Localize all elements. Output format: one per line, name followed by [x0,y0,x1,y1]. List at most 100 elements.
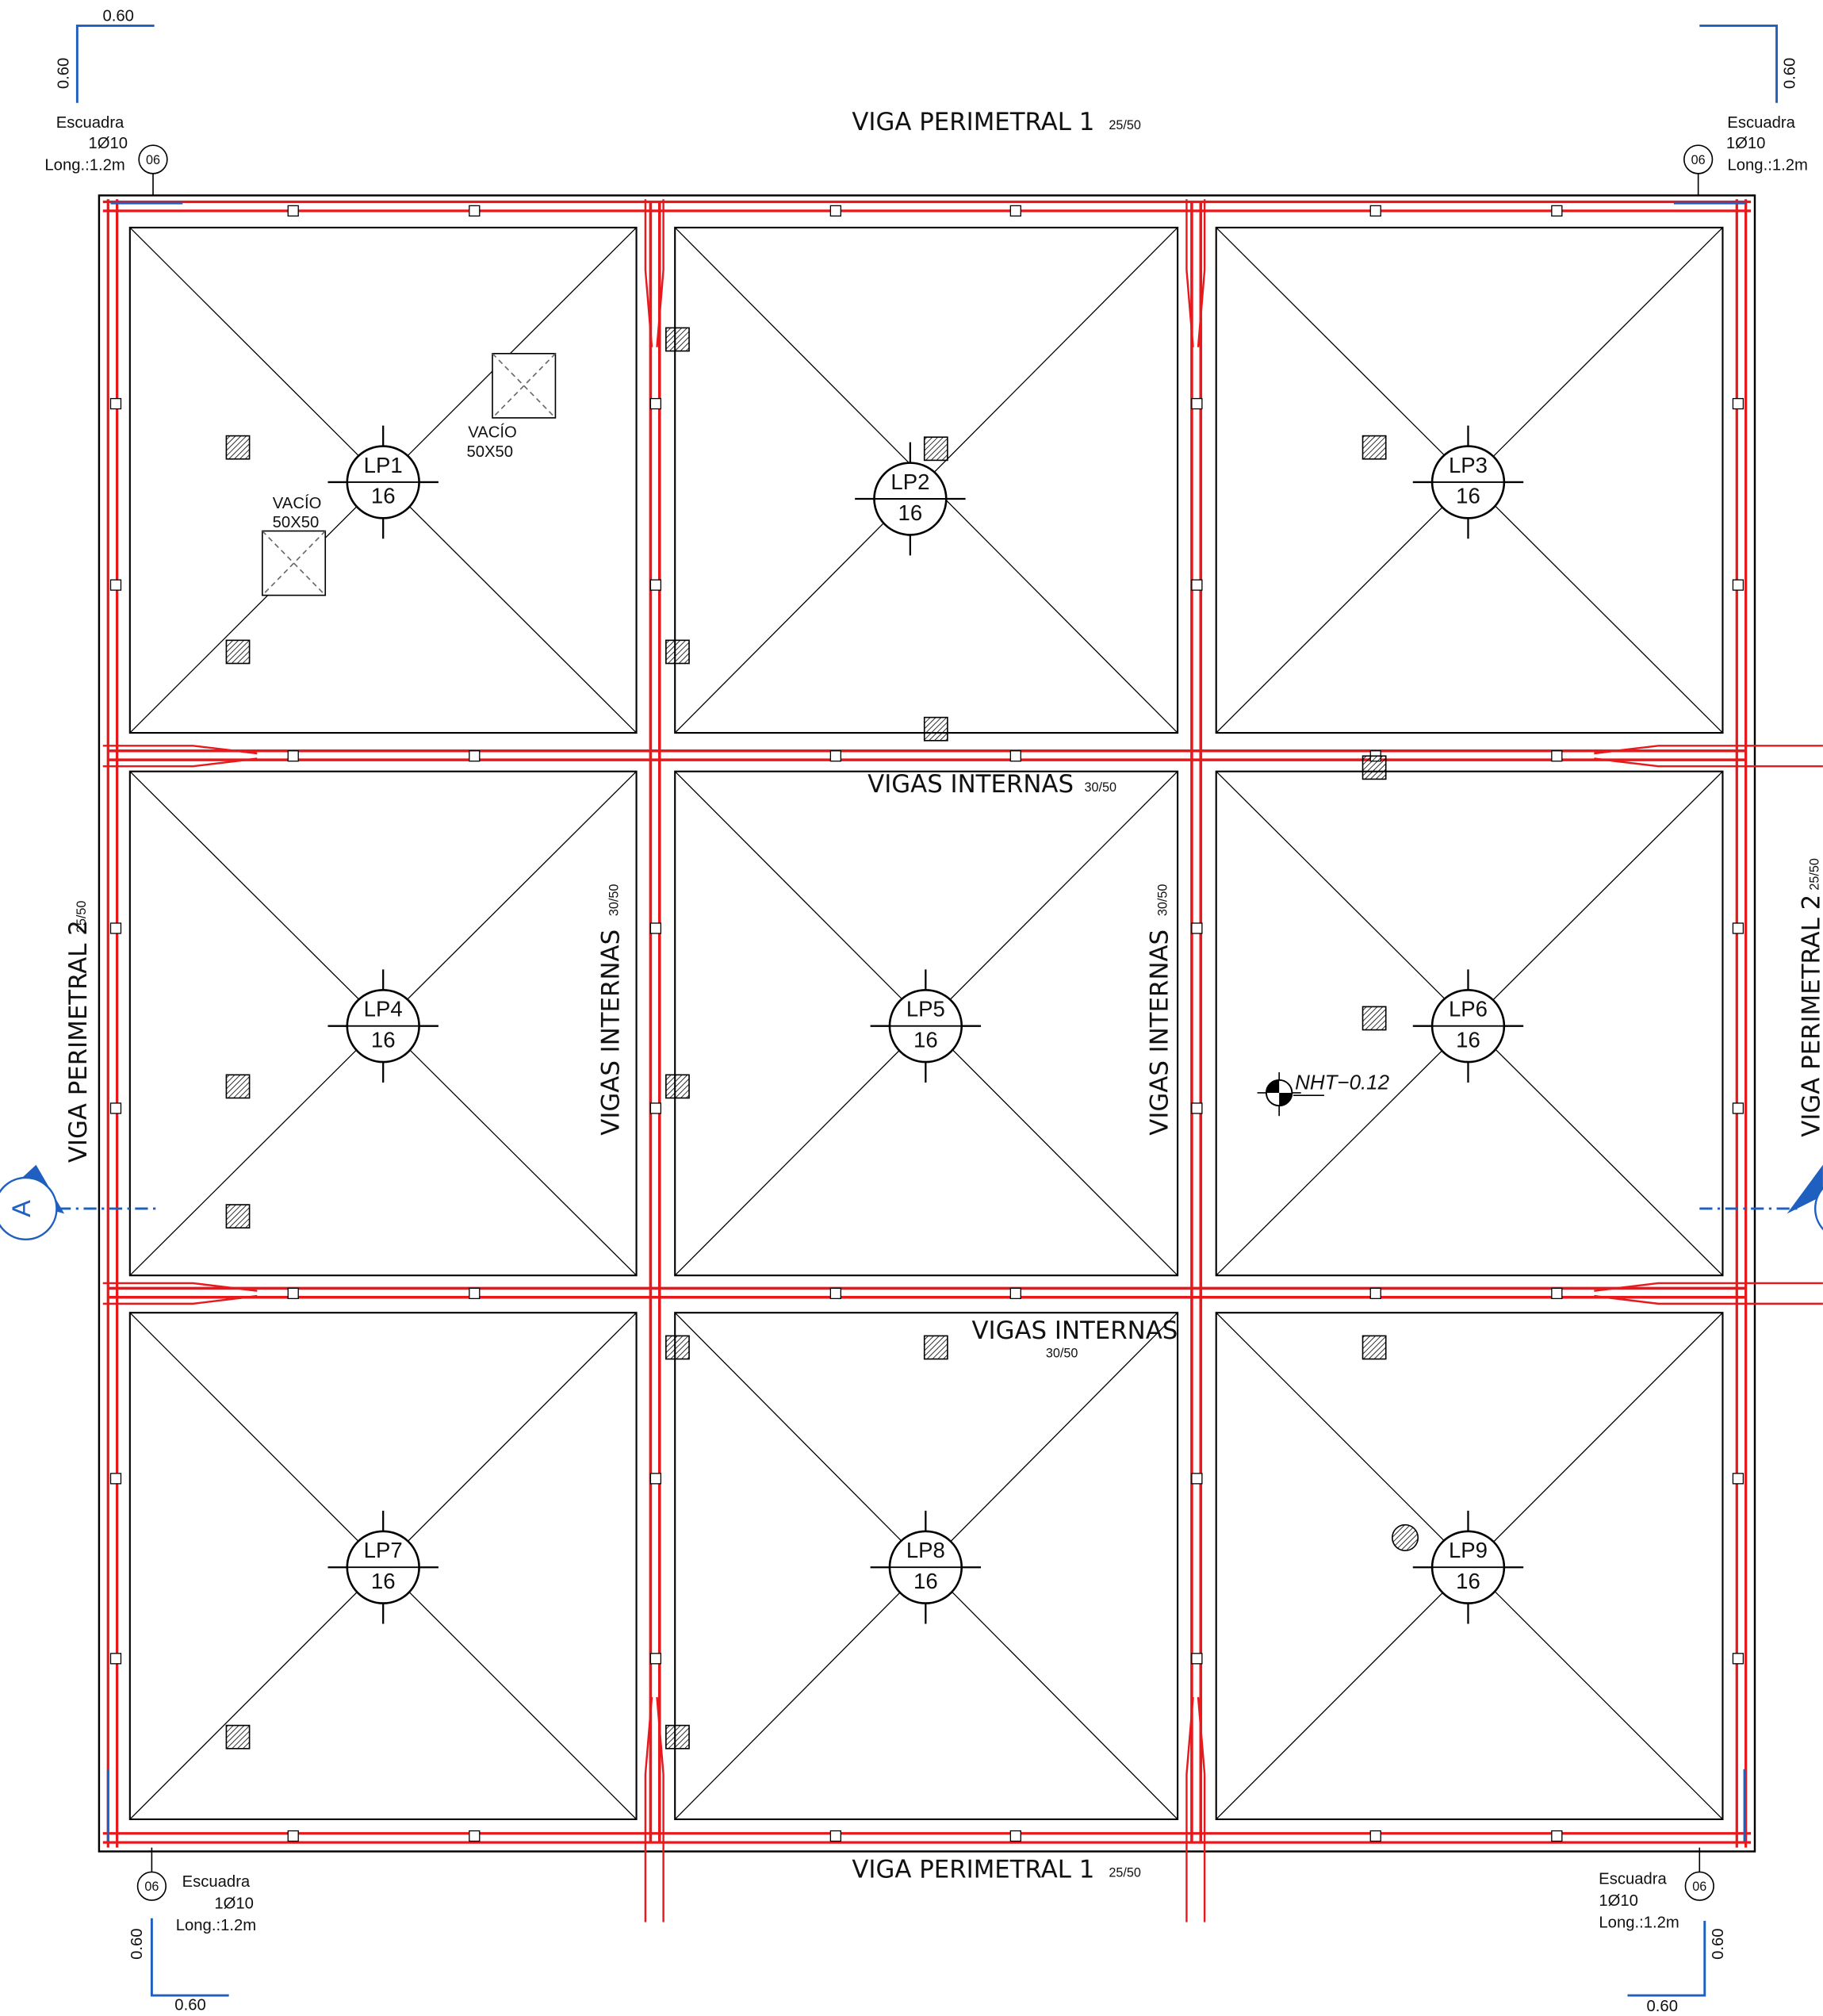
node [1551,205,1563,217]
panel-thickness: 16 [1456,1569,1480,1593]
node [1732,922,1744,934]
node [1191,922,1203,934]
node [1191,1653,1203,1665]
drain [1392,1523,1419,1551]
bar-end [1197,1696,1206,1922]
node [1551,1287,1563,1300]
node [109,1102,122,1114]
dimension-line [150,1918,229,1997]
panel-thickness: 16 [371,1569,396,1593]
node [1191,397,1203,410]
panel [1215,226,1724,734]
bar-end [656,199,664,347]
node [1191,1473,1203,1485]
node [649,1102,662,1114]
panel-id: LP3 [1449,453,1488,477]
corner-bar-spec: 1Ø10 [88,135,128,152]
bar-end [102,745,258,755]
node [829,1830,841,1842]
panel [1215,770,1724,1277]
node [287,1287,299,1300]
column [1362,755,1387,780]
column [1362,1335,1387,1360]
beam-name: VIGAS INTERNAS [596,929,625,1136]
beam-name: VIGA PERIMETRAL 1 [852,108,1094,136]
node [829,205,841,217]
node [1732,1473,1744,1485]
corner-label: Escuadra [182,1873,251,1891]
node [829,750,841,762]
tag-circle [1684,1871,1714,1901]
node [1369,1830,1381,1842]
panel-id: LP2 [890,470,929,494]
corner-label: Escuadra [1727,114,1795,132]
node [109,922,122,934]
beam-name: VIGA PERIMETRAL 1 [852,1855,1094,1884]
level-fill [1266,1079,1293,1106]
panel-thickness: 16 [1456,484,1480,508]
column [1362,435,1387,460]
column [225,1204,251,1229]
void-diagonal [492,353,557,419]
panel-id: LP7 [364,1538,403,1562]
node [1551,1830,1563,1842]
section-mark: A [7,1200,36,1217]
dimension: 0.60 [1782,58,1799,89]
node [1009,1287,1021,1300]
beam-size: 25/50 [1109,1865,1141,1880]
column [923,716,948,742]
node [469,1830,481,1842]
column [923,436,948,462]
panel-id: LP1 [364,453,403,477]
panel [674,1312,1179,1821]
node [1732,1102,1744,1114]
dimension: 0.60 [56,58,73,89]
node [469,205,481,217]
bar-end [644,1696,653,1922]
node [109,579,122,591]
panel-id: LP8 [906,1538,945,1562]
bar-end [1197,199,1206,347]
panel-thickness: 16 [371,1027,396,1052]
panel-thickness: 16 [898,500,923,525]
tag-circle [1683,144,1714,174]
column [225,1724,251,1750]
node [1732,1653,1744,1665]
panel-thickness: 16 [913,1569,938,1593]
node [649,922,662,934]
beam-size: 25/50 [1807,858,1821,891]
node [109,1653,122,1665]
node [1191,1102,1203,1114]
corner-bar-spec: 1Ø10 [214,1895,254,1912]
node [469,750,481,762]
node [469,1287,481,1300]
node [1369,205,1381,217]
column [923,1335,948,1360]
void-label: VACÍO [273,494,322,512]
panel [128,226,638,734]
panel-thickness: 16 [913,1027,938,1052]
node [109,397,122,410]
panel-id: LP5 [906,997,945,1021]
tag: 06 [146,153,160,167]
beam-size: 30/50 [1156,884,1170,917]
node [1732,579,1744,591]
beam-size: 30/50 [607,884,621,917]
bar-end [102,1294,258,1305]
corner-length: Long.:1.2m [44,156,124,174]
bar-end [102,1282,258,1292]
node [1009,1830,1021,1842]
dimension: 0.60 [1647,1998,1678,2015]
panel [1215,1312,1724,1821]
void-size: 50X50 [273,514,320,531]
beam-name: VIGA PERIMETRAL 2 [64,920,93,1163]
tag-circle [136,1871,167,1901]
column [225,639,251,665]
node [109,1473,122,1485]
node [1732,397,1744,410]
corner-label: Escuadra [1599,1871,1667,1888]
dimension: 0.60 [174,1996,205,2014]
panel [674,770,1179,1277]
node [1009,750,1021,762]
